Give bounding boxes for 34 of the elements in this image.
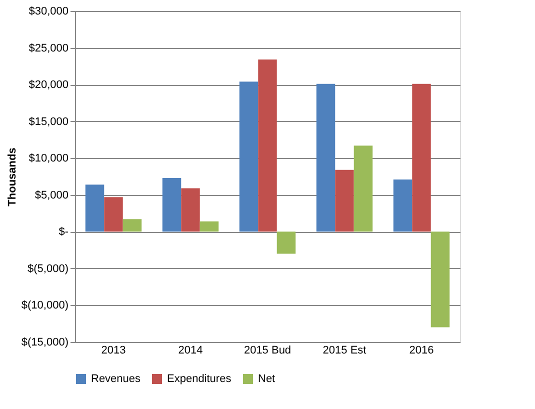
x-tick-label: 2015 Bud bbox=[244, 344, 292, 356]
bar bbox=[258, 60, 277, 232]
x-tick-label: 2013 bbox=[101, 344, 126, 356]
y-tick-label: $20,000 bbox=[28, 79, 68, 92]
legend-label: Expenditures bbox=[167, 373, 232, 385]
y-tick-label: $(5,000) bbox=[28, 262, 68, 275]
bar bbox=[85, 184, 104, 232]
y-axis-title: Thousands bbox=[6, 148, 18, 206]
y-tick-label: $15,000 bbox=[28, 116, 68, 128]
bar bbox=[122, 219, 142, 232]
x-tick-label: 2015 Est bbox=[322, 344, 366, 356]
bar bbox=[104, 197, 123, 232]
x-tick-label: 2014 bbox=[178, 344, 203, 356]
bar bbox=[430, 232, 450, 328]
bar bbox=[412, 84, 431, 232]
y-tick-label: $25,000 bbox=[28, 42, 68, 54]
legend-label: Net bbox=[258, 373, 276, 385]
bar bbox=[239, 82, 258, 232]
bar bbox=[200, 221, 219, 232]
bar bbox=[335, 170, 354, 232]
y-tick-label: $30,000 bbox=[28, 6, 68, 18]
y-tick-label: $(10,000) bbox=[21, 300, 68, 312]
y-tick-label: $- bbox=[58, 226, 69, 238]
bar bbox=[316, 84, 336, 232]
bar bbox=[393, 179, 412, 232]
y-tick-label: $(15,000) bbox=[21, 336, 68, 348]
bar bbox=[354, 146, 373, 232]
legend-label: Revenues bbox=[91, 373, 142, 385]
bar bbox=[181, 188, 200, 232]
x-tick-label: 2016 bbox=[409, 344, 434, 356]
y-tick-label: $10,000 bbox=[28, 152, 68, 165]
bar bbox=[162, 178, 182, 232]
bar bbox=[276, 232, 296, 254]
y-tick-label: $5,000 bbox=[34, 189, 68, 202]
